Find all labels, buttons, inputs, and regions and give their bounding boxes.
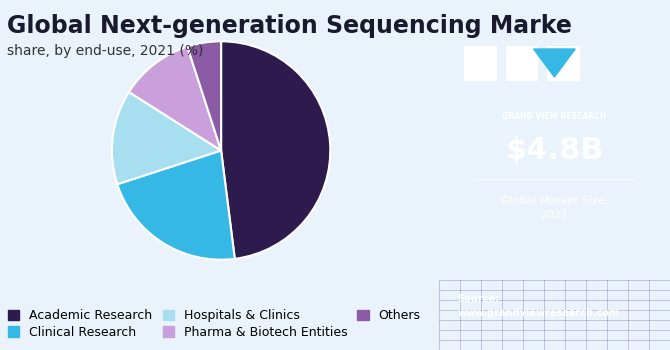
Wedge shape <box>129 47 221 150</box>
Wedge shape <box>221 41 330 259</box>
Text: share, by end-use, 2021 (%): share, by end-use, 2021 (%) <box>7 44 203 58</box>
Text: $4.8B: $4.8B <box>505 136 604 165</box>
Wedge shape <box>112 92 221 184</box>
Text: GRAND VIEW RESEARCH: GRAND VIEW RESEARCH <box>502 112 606 121</box>
Wedge shape <box>117 150 234 260</box>
Text: Source:
www.grandviewresearch.com: Source: www.grandviewresearch.com <box>458 294 620 318</box>
Text: Global Market Size,
2021: Global Market Size, 2021 <box>500 196 608 220</box>
Polygon shape <box>533 49 576 77</box>
Legend: Academic Research, Clinical Research, Hospitals & Clinics, Pharma & Biotech Enti: Academic Research, Clinical Research, Ho… <box>3 304 425 344</box>
FancyBboxPatch shape <box>464 46 496 80</box>
FancyBboxPatch shape <box>506 46 538 80</box>
Wedge shape <box>188 41 221 150</box>
Text: Global Next-generation Sequencing Marke: Global Next-generation Sequencing Marke <box>7 14 572 38</box>
FancyBboxPatch shape <box>547 46 580 80</box>
